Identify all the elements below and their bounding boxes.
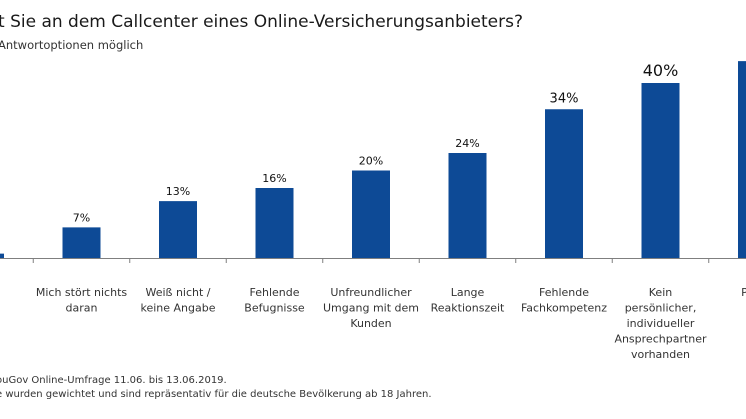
category-label-7: Kein persönlicher, individueller Ansprechpa…	[614, 286, 707, 361]
value-label-6: 34%	[550, 91, 579, 106]
category-label-7-line-3: Ansprechpartner	[614, 333, 707, 346]
category-label-7-line-4: vorhanden	[631, 348, 690, 361]
value-label-2: 13%	[166, 185, 190, 198]
category-label-8-line-0: Probleme	[741, 286, 746, 299]
category-label-4-line-0: Unfreundlicher	[330, 286, 412, 299]
category-label-5-line-0: Lange	[451, 286, 485, 299]
category-label-6: Fehlende Fachkompetenz	[521, 286, 607, 315]
category-label-5: Lange Reaktionszeit	[431, 286, 505, 315]
category-label-1: Mich stört nichts daran	[36, 286, 128, 315]
category-label-7-line-1: persönlicher,	[625, 302, 697, 315]
source-note: ouGov Online-Umfrage 11.06. bis 13.06.20…	[0, 374, 432, 402]
bar-3	[255, 188, 294, 258]
bars-group	[0, 61, 746, 258]
x-ticks-group	[32, 258, 710, 263]
bar-7	[641, 83, 680, 258]
category-label-7-line-2: individueller	[627, 317, 695, 330]
bar-6	[545, 109, 583, 258]
category-label-1-line-0: Mich stört nichts	[36, 286, 128, 299]
category-label-4-line-2: Kunden	[350, 317, 391, 330]
category-label-4: Unfreundlicher Umgang mit dem Kunden	[323, 286, 419, 330]
category-label-5-line-1: Reaktionszeit	[431, 302, 505, 315]
value-labels-group: 7%13%16%20%24%34%40%4	[73, 61, 679, 224]
category-label-2-line-0: Weiß nicht /	[145, 286, 210, 299]
bar-5	[448, 153, 487, 258]
category-label-2-line-1: keine Angabe	[140, 302, 215, 315]
category-label-6-line-0: Fehlende	[539, 286, 589, 299]
category-label-2: Weiß nicht / keine Angabe	[140, 286, 215, 315]
value-label-1: 7%	[73, 211, 90, 224]
category-label-6-line-1: Fachkompetenz	[521, 302, 607, 315]
bar-0	[0, 253, 4, 258]
category-label-1-line-1: daran	[66, 302, 98, 315]
value-label-4: 20%	[359, 155, 383, 168]
bar-8	[738, 61, 746, 258]
chart-title: t Sie an dem Callcenter eines Online-Ver…	[0, 12, 523, 32]
source-line-2: e wurden gewichtet und sind repräsentati…	[0, 389, 432, 400]
category-label-4-line-1: Umgang mit dem	[323, 302, 419, 315]
source-line-1: ouGov Online-Umfrage 11.06. bis 13.06.20…	[0, 375, 227, 386]
chart-subtitle: Antwortoptionen möglich	[0, 38, 144, 52]
bar-2	[159, 201, 197, 258]
category-label-7-line-0: Kein	[649, 286, 672, 299]
category-label-3-line-1: Befugnisse	[244, 302, 305, 315]
category-label-3: Fehlende Befugnisse	[244, 286, 305, 315]
bar-1	[62, 227, 101, 258]
category-label-3-line-0: Fehlende	[249, 286, 299, 299]
category-label-8: ProblemeKontaktimmerneuw	[741, 286, 746, 377]
value-label-5: 24%	[455, 137, 479, 150]
value-label-3: 16%	[262, 172, 286, 185]
value-label-7: 40%	[643, 61, 679, 80]
bar-4	[352, 170, 390, 258]
